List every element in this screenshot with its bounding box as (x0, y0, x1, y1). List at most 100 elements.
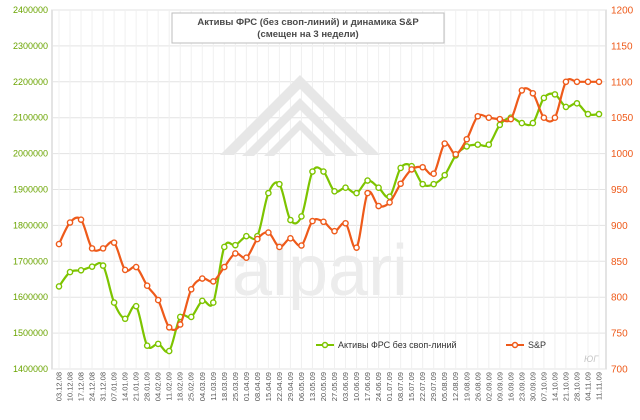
y-right-tick-label: 700 (611, 365, 628, 376)
data-point-sp (232, 250, 239, 257)
data-point-sp (408, 166, 415, 173)
x-tick-label: 22.04.09 (275, 372, 284, 401)
x-tick-label: 03.06.09 (341, 372, 350, 401)
data-point-fed-assets (397, 164, 404, 172)
x-tick-label: 04.11.09 (583, 372, 592, 401)
data-point-fed-assets (419, 180, 426, 188)
data-point-fed-assets (221, 243, 228, 251)
data-point-fed-assets (331, 187, 338, 195)
data-point-fed-assets (320, 168, 327, 175)
data-point-fed-assets (595, 110, 603, 118)
data-point-sp (584, 78, 592, 86)
y-left-tick-label: 1700000 (13, 256, 48, 266)
y-right-tick-label: 1100 (611, 77, 633, 88)
legend-item-fed-assets: Активы ФРС без своп-линий (316, 340, 457, 350)
x-axis: 03.12.08 10.12.08 17.12.08 24.12.08 31.12.08… (55, 372, 604, 401)
x-tick-label: 23.09.09 (517, 372, 526, 401)
watermark-text: alpari (232, 231, 408, 311)
y-left-tick-label: 2200000 (13, 77, 48, 87)
data-point-fed-assets (463, 143, 471, 150)
data-point-sp (507, 115, 515, 123)
data-point-sp (165, 324, 173, 331)
y-right-tick-label: 1050 (611, 113, 634, 124)
data-point-fed-assets (187, 313, 195, 321)
legend-label-fed-assets: Активы ФРС без своп-линий (338, 340, 457, 350)
watermark-mountain-mid (242, 98, 358, 156)
data-point-sp (496, 115, 504, 123)
data-point-sp (254, 235, 261, 243)
x-tick-label: 04.02.09 (154, 372, 163, 401)
x-tick-label: 07.10.09 (539, 372, 548, 401)
series-layer (55, 78, 603, 355)
data-point-fed-assets (551, 91, 559, 98)
x-tick-label: 24.12.08 (88, 372, 97, 401)
data-point-sp (55, 240, 63, 248)
watermark-mountain-inner (264, 120, 336, 156)
x-tick-label: 13.05.09 (308, 372, 317, 401)
data-point-sp (198, 275, 206, 282)
y-right-tick-label: 800 (611, 293, 628, 304)
x-tick-label: 27.05.09 (330, 372, 339, 401)
x-tick-label: 30.09.09 (528, 372, 537, 401)
data-point-fed-assets (110, 299, 118, 306)
data-point-sp (353, 244, 360, 251)
y-left-tick-label: 2000000 (13, 149, 48, 159)
x-tick-label: 20.05.09 (319, 372, 328, 401)
data-point-fed-assets (573, 100, 581, 107)
x-tick-label: 15.04.09 (264, 372, 273, 401)
data-point-fed-assets (154, 340, 162, 348)
data-point-sp (221, 263, 228, 271)
data-point-fed-assets (353, 189, 360, 197)
legend-label-sp: S&P (528, 340, 546, 350)
y-right-tick-label: 850 (611, 257, 628, 268)
data-point-fed-assets (375, 184, 382, 192)
grid (51, 9, 607, 370)
data-point-sp (309, 217, 316, 225)
x-tick-label: 16.09.09 (506, 372, 515, 401)
x-tick-label: 18.02.09 (176, 372, 185, 401)
x-tick-label: 07.01.09 (110, 372, 119, 401)
x-tick-label: 10.06.09 (352, 372, 361, 401)
y-left-tick-label: 2300000 (13, 41, 48, 51)
data-point-sp (386, 199, 393, 206)
y-right-tick-label: 900 (611, 221, 628, 232)
data-point-fed-assets (198, 297, 206, 305)
x-tick-label: 17.06.09 (363, 372, 372, 401)
x-tick-label: 08.04.09 (253, 372, 262, 401)
data-point-fed-assets (562, 103, 570, 111)
x-tick-label: 29.07.09 (429, 372, 438, 401)
data-point-fed-assets (485, 141, 493, 148)
y-axis-left: 1400000 1500000 1600000 1700000 1800000 19000… (13, 5, 48, 374)
x-tick-label: 04.03.09 (198, 372, 207, 401)
x-tick-label: 31.12.08 (99, 372, 108, 401)
y-right-tick-label: 1000 (611, 149, 634, 160)
data-point-fed-assets (66, 268, 74, 276)
x-tick-label: 05.08.09 (440, 372, 449, 401)
corner-mark: ЮГ (584, 354, 599, 364)
x-tick-label: 21.01.09 (132, 372, 141, 401)
data-point-fed-assets (342, 184, 349, 192)
data-point-fed-assets (165, 347, 173, 355)
chart-title-box: Активы ФРС (без своп-линий) и динамика S… (171, 12, 445, 44)
y-left-tick-label: 1500000 (13, 328, 48, 338)
x-tick-label: 08.07.09 (396, 372, 405, 401)
data-point-fed-assets (518, 119, 526, 127)
data-point-fed-assets (298, 213, 305, 220)
data-point-sp (529, 89, 537, 97)
data-point-sp (331, 227, 338, 235)
x-tick-label: 02.09.09 (484, 372, 493, 401)
data-point-fed-assets (287, 216, 294, 224)
data-point-sp (551, 114, 559, 121)
data-point-sp (562, 78, 570, 86)
x-tick-label: 18.03.09 (220, 372, 229, 401)
x-tick-label: 03.12.08 (55, 372, 64, 401)
data-point-fed-assets (529, 119, 537, 127)
data-point-fed-assets (121, 315, 129, 323)
data-point-sp (121, 266, 129, 274)
legend-marker-sp (511, 341, 519, 349)
x-tick-label: 28.10.09 (572, 372, 581, 401)
y-axis-right: 700 750 800 850 900 950 1000 1050 1100 1150 1200 (611, 6, 634, 376)
data-point-fed-assets (132, 302, 140, 310)
data-point-sp (154, 296, 162, 304)
